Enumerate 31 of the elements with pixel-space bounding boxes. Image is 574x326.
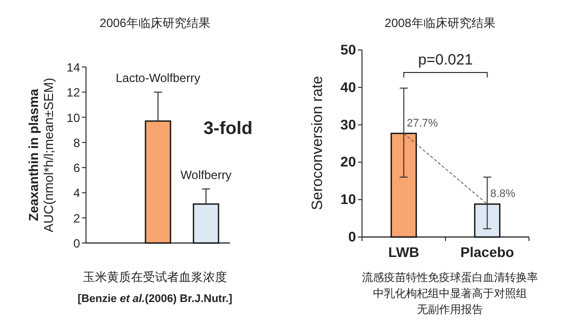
- annotation: p=0.021: [418, 51, 473, 68]
- text: 无副作用报告: [417, 303, 483, 316]
- y-tick-label: 10: [340, 191, 356, 208]
- text: 中乳化枸杞组中显著高于对照组: [373, 287, 527, 300]
- x-tick-label: LWB: [388, 244, 420, 260]
- text: [Benzie et al.(2006) Br.J.Nutr.]: [78, 293, 233, 305]
- y-tick-label: 4: [73, 186, 80, 200]
- y-tick-label: 30: [340, 116, 356, 132]
- annotation: 3-fold: [204, 118, 252, 138]
- y-tick-label: 12: [66, 86, 80, 100]
- y-tick-label: 40: [340, 78, 356, 95]
- y-tick-label: 10: [66, 110, 80, 125]
- text: 玉米黄质在受试者血浆浓度: [83, 270, 227, 284]
- y-axis-title: Seroconversion rate: [309, 76, 326, 210]
- y-tick-label: 2: [73, 211, 80, 226]
- y-tick-label: 0: [73, 236, 80, 250]
- data-label: 27.7%: [406, 117, 438, 130]
- y-tick-label: 8: [73, 136, 80, 150]
- x-tick-label: Wolfberry: [180, 168, 232, 182]
- y-tick-label: 14: [66, 60, 80, 74]
- y-tick-label: 50: [340, 42, 356, 58]
- chart-title: 2006年临床研究结果: [100, 16, 210, 30]
- y-axis-title: Zeaxanthin in plasma AUC(nmol*h/l;mean±SEM): [26, 78, 56, 232]
- x-tick-label: Lacto-Wolfberry: [116, 71, 200, 86]
- x-tick-label: Placebo: [460, 244, 514, 260]
- chart-title: 2008年临床研究结果: [384, 16, 496, 30]
- y-tick-label: 0: [348, 228, 356, 244]
- y-tick-label: 6: [73, 161, 80, 176]
- text: 流感疫苗特性免疫球蛋白血清转换率: [362, 271, 538, 284]
- y-tick-label: 20: [340, 154, 356, 170]
- data-label: 8.8%: [490, 188, 516, 200]
